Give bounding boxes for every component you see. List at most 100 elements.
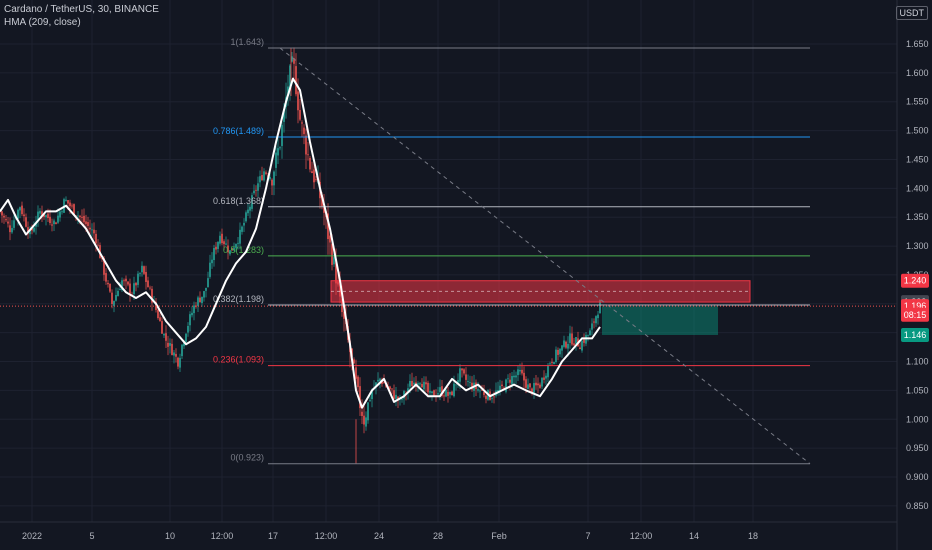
trend-line[interactable] [0, 47, 897, 465]
candle-body [143, 266, 145, 274]
candle-body [125, 278, 127, 282]
candle-body [363, 415, 365, 425]
candle-body [333, 257, 335, 265]
candle-body [117, 290, 119, 297]
candle-body [251, 195, 253, 209]
candle-body [477, 389, 479, 391]
price-tick-label: 1.450 [906, 154, 929, 164]
candle-body [455, 384, 457, 386]
candle-body [179, 357, 181, 368]
candle-body [269, 177, 271, 180]
candle-body [149, 287, 151, 289]
price-tick-label: 1.300 [906, 241, 929, 251]
candle-body [597, 314, 599, 319]
candle-body [421, 383, 423, 388]
candle-body [413, 382, 415, 385]
candle-body [383, 382, 385, 384]
candle-body [469, 382, 471, 384]
candle-body [393, 390, 395, 399]
price-tick-label: 1.350 [906, 212, 929, 222]
candle-body [81, 216, 83, 218]
candle-body [291, 56, 293, 62]
fib-level-label: 1(1.643) [230, 37, 264, 47]
candle-body [537, 383, 539, 386]
candle-body [227, 245, 229, 253]
candle-body [515, 375, 517, 378]
candle-body [575, 337, 577, 344]
price-label-text: 1.146 [904, 330, 927, 340]
candle-body [197, 297, 199, 306]
price-tick-label: 1.400 [906, 183, 929, 193]
candle-body [115, 295, 117, 301]
candle-body [367, 402, 369, 421]
fib-level-label: 0.5(1.283) [223, 245, 264, 255]
candle-body [509, 379, 511, 383]
candle-body [445, 389, 447, 397]
candle-body [557, 349, 559, 355]
price-label-text: 1.196 [904, 301, 927, 311]
candle-body [189, 314, 191, 326]
fibonacci-retracement[interactable]: 1(1.643) 0.786(1.489) 0.618(1.368) 0.5(1.28… [213, 37, 810, 465]
candle-body [431, 391, 433, 394]
candle-body [223, 241, 225, 245]
candle-body [491, 398, 493, 400]
candle-body [225, 243, 227, 245]
time-tick-label: 2022 [22, 531, 42, 541]
candle-body [543, 377, 545, 380]
candle-body [247, 209, 249, 214]
candle-body [65, 199, 67, 201]
time-tick-label: 5 [89, 531, 94, 541]
price-label-text: 1.240 [904, 276, 927, 286]
candle-body [245, 212, 247, 222]
candle-body [109, 283, 111, 292]
candle-body [239, 229, 241, 244]
candle-body [43, 214, 45, 217]
candle-body [479, 390, 481, 392]
candle-body [507, 378, 509, 380]
candle-body [471, 382, 473, 390]
candle-body [545, 375, 547, 379]
candle-body [71, 205, 73, 207]
candle-body [139, 273, 141, 274]
candle-body [187, 325, 189, 333]
candle-body [147, 280, 149, 288]
candle-body [593, 321, 595, 323]
candle-body [95, 233, 97, 244]
candle-body [579, 347, 581, 350]
price-zones[interactable] [330, 280, 751, 335]
fib-level-label: 0.618(1.368) [213, 196, 264, 206]
candle-body [151, 288, 153, 303]
candle-body [297, 91, 299, 111]
candle-body [293, 58, 295, 64]
candle-body [541, 377, 543, 387]
candle-body [451, 391, 453, 396]
candle-body [299, 109, 301, 120]
candle-body [77, 215, 79, 217]
candle-body [329, 235, 331, 243]
candle-body [289, 65, 291, 91]
candle-body [157, 309, 159, 319]
time-axis[interactable]: 2022 5 10 12:00 17 12:00 24 28 Feb 7 12:00 14 18 [0, 521, 897, 541]
candle-body [441, 386, 443, 396]
candle-body [39, 210, 41, 214]
candle-body [261, 174, 263, 181]
indicator-title[interactable]: HMA (209, close) [4, 17, 81, 28]
currency-badge[interactable]: USDT [895, 6, 928, 20]
candle-body [235, 244, 237, 248]
candle-body [377, 379, 379, 382]
symbol-title[interactable]: Cardano / TetherUS, 30, BINANCE [4, 4, 159, 15]
candle-body [517, 369, 519, 376]
candle-body [137, 273, 139, 285]
candle-body [249, 206, 251, 211]
candle-body [599, 300, 601, 314]
candle-body [277, 148, 279, 156]
candle-body [5, 219, 7, 221]
candle-body [31, 228, 33, 231]
price-label-badge [901, 327, 929, 342]
candle-body [51, 224, 53, 226]
candle-body [265, 172, 267, 174]
candle-body [419, 383, 421, 385]
candle-body [581, 341, 583, 351]
candle-body [203, 291, 205, 298]
